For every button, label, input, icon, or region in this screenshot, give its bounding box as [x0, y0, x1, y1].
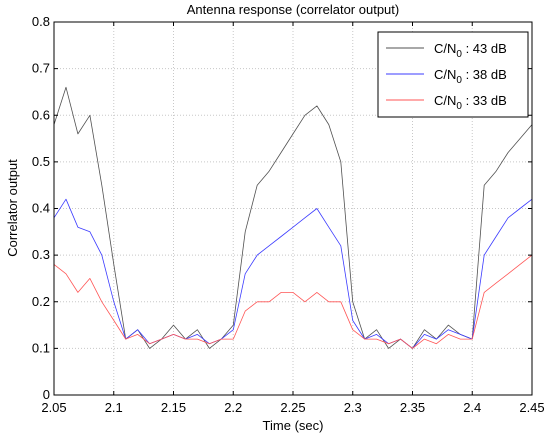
legend-label-3: C/N0 : 33 dB	[434, 93, 507, 112]
x-tick-label: 2.1	[105, 400, 123, 415]
series-line-3	[53, 254, 533, 349]
y-tick-label: 0	[43, 387, 50, 402]
y-tick-label: 0.4	[32, 201, 50, 216]
chart-title: Antenna response (correlator output)	[187, 2, 399, 17]
y-tick-label: 0.2	[32, 294, 50, 309]
legend-label-2: C/N0 : 38 dB	[434, 67, 507, 86]
y-tick-label: 0.1	[32, 340, 50, 355]
x-tick-label: 2.05	[41, 400, 66, 415]
x-tick-label: 2.4	[463, 400, 481, 415]
y-tick-label: 0.8	[32, 14, 50, 29]
x-tick-label: 2.15	[161, 400, 186, 415]
series-layer	[53, 86, 533, 349]
x-tick-label: 2.25	[280, 400, 305, 415]
x-tick-label: 2.3	[344, 400, 362, 415]
x-tick-label: 2.35	[400, 400, 425, 415]
y-tick-label: 0.6	[32, 107, 50, 122]
y-tick-labels: 0 0.1 0.2 0.3 0.4 0.5 0.6 0.7 0.8	[32, 14, 50, 402]
y-axis-label: Correlator output	[5, 159, 20, 257]
x-tick-label: 2.2	[224, 400, 242, 415]
x-tick-labels: 2.05 2.1 2.15 2.2 2.25 2.3 2.35 2.4 2.45	[41, 400, 544, 415]
legend: C/N0 : 43 dB C/N0 : 38 dB C/N0 : 33 dB	[377, 31, 529, 118]
ticks	[53, 21, 533, 396]
y-tick-label: 0.7	[32, 61, 50, 76]
legend-label-1: C/N0 : 43 dB	[434, 41, 507, 60]
y-tick-label: 0.3	[32, 247, 50, 262]
series-line-2	[53, 198, 533, 349]
x-axis-label: Time (sec)	[263, 418, 324, 433]
x-tick-label: 2.45	[519, 400, 544, 415]
y-tick-label: 0.5	[32, 154, 50, 169]
